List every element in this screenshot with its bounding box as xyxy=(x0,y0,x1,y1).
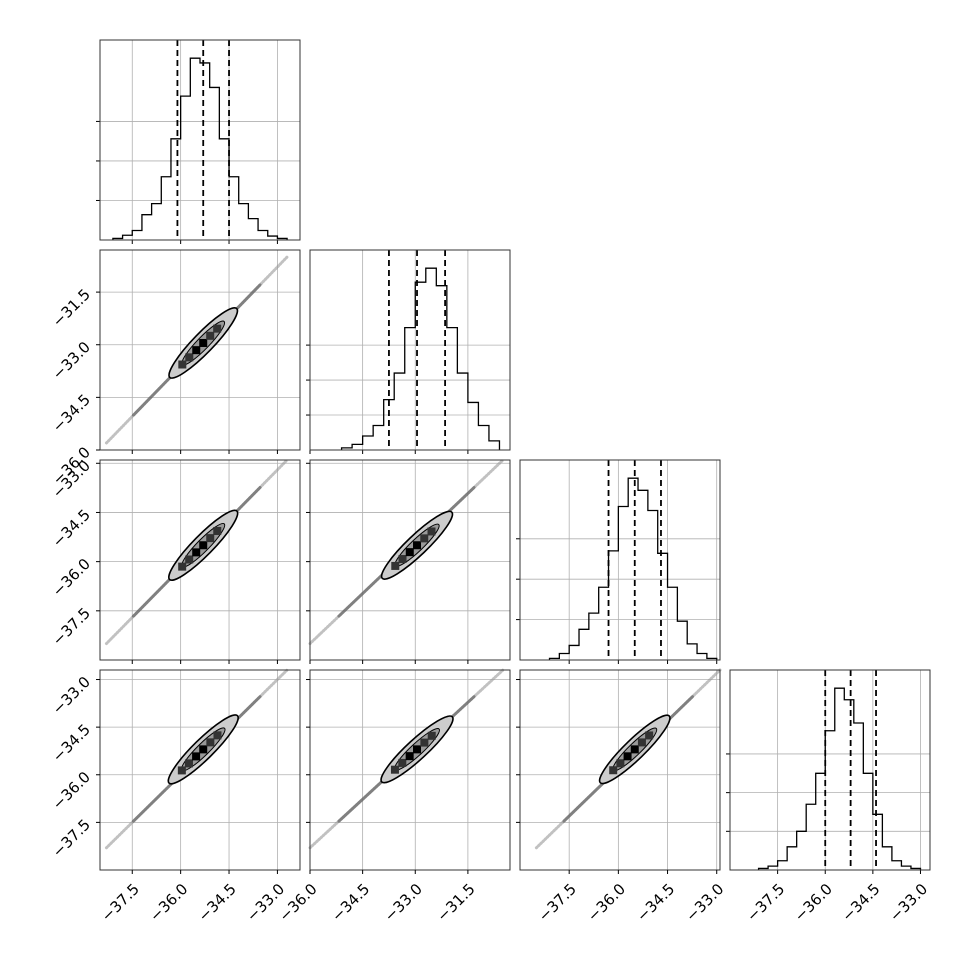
density-core-3 xyxy=(199,541,208,550)
density-core-3 xyxy=(630,745,639,754)
x-tick-label-3-2: −34.5 xyxy=(838,880,883,925)
density-core-4 xyxy=(206,331,215,340)
scatter-panel-3-0 xyxy=(96,668,301,874)
histogram-frame xyxy=(729,669,931,871)
density-core-2 xyxy=(192,548,201,557)
histogram-step xyxy=(757,687,922,870)
x-tick-label-0-0: −37.5 xyxy=(98,880,143,925)
density-core-5 xyxy=(427,731,436,740)
density-core-0 xyxy=(178,360,187,369)
scatter-panel-2-0 xyxy=(96,458,301,664)
scatter-panel-3-1 xyxy=(306,668,511,874)
density-core-4 xyxy=(206,738,215,747)
density-core-0 xyxy=(391,561,400,570)
histogram-frame xyxy=(309,249,511,451)
density-core-3 xyxy=(199,338,208,347)
density-core-1 xyxy=(185,555,194,564)
density-core-3 xyxy=(413,745,422,754)
x-tick-label-1-2: −33.0 xyxy=(381,880,426,925)
x-tick-label-1-1: −34.5 xyxy=(328,880,373,925)
density-core-0 xyxy=(178,562,187,571)
x-tick-label-2-0: −37.5 xyxy=(535,880,580,925)
x-tick-label-0-1: −36.0 xyxy=(146,880,191,925)
density-core-0 xyxy=(177,766,186,775)
histogram-step xyxy=(112,57,288,240)
histogram-frame xyxy=(99,39,301,241)
density-core-4 xyxy=(420,738,429,747)
histogram-frame xyxy=(519,459,721,661)
density-core-1 xyxy=(398,555,407,564)
density-core-5 xyxy=(213,324,222,333)
y-tick-label-3-2: −34.5 xyxy=(49,720,94,765)
scatter-panel-1-0 xyxy=(96,249,301,454)
y-tick-label-1-1: −34.5 xyxy=(49,391,94,436)
x-tick-label-1-0: −36.0 xyxy=(276,880,321,925)
scatter-frame xyxy=(99,669,301,871)
density-core-4 xyxy=(637,738,646,747)
density-core-5 xyxy=(427,527,436,536)
scatter-frame xyxy=(309,669,511,871)
density-core-0 xyxy=(390,765,399,774)
density-core-5 xyxy=(213,731,222,740)
density-core-2 xyxy=(405,548,414,557)
density-core-2 xyxy=(192,346,201,355)
density-core-1 xyxy=(398,758,407,767)
density-core-4 xyxy=(206,534,215,543)
histogram-step xyxy=(340,267,501,450)
scatter-frame xyxy=(99,249,301,451)
density-core-0 xyxy=(609,766,618,775)
x-tick-label-0-2: −34.5 xyxy=(195,880,240,925)
histogram-panel-0 xyxy=(96,39,301,244)
scatter-panel-3-2 xyxy=(516,668,722,874)
density-core-2 xyxy=(623,752,632,761)
density-core-1 xyxy=(185,353,194,362)
density-core-1 xyxy=(616,759,625,768)
y-tick-label-2-1: −36.0 xyxy=(49,555,94,600)
histogram-panel-2 xyxy=(516,459,721,664)
y-tick-label-3-3: −33.0 xyxy=(49,673,94,718)
y-tick-label-3-0: −37.5 xyxy=(49,816,94,861)
y-tick-label-2-0: −37.5 xyxy=(49,604,94,649)
density-core-2 xyxy=(192,752,201,761)
y-tick-label-1-3: −31.5 xyxy=(49,285,94,330)
scatter-frame xyxy=(99,459,301,661)
x-tick-label-1-3: −31.5 xyxy=(433,880,478,925)
histogram-panel-1 xyxy=(306,249,511,454)
scatter-frame xyxy=(309,459,511,661)
scatter-frame xyxy=(519,669,721,871)
y-tick-label-1-2: −33.0 xyxy=(49,338,94,383)
density-core-5 xyxy=(213,526,222,535)
density-core-3 xyxy=(413,541,422,550)
x-tick-label-3-3: −33.0 xyxy=(886,880,931,925)
x-tick-label-3-1: −36.0 xyxy=(791,880,836,925)
x-tick-label-2-3: −33.0 xyxy=(682,880,727,925)
density-core-1 xyxy=(184,759,193,768)
y-tick-label-3-1: −36.0 xyxy=(49,768,94,813)
histogram-panel-3 xyxy=(726,669,931,874)
x-tick-label-2-2: −34.5 xyxy=(633,880,678,925)
y-tick-label-2-2: −34.5 xyxy=(49,506,94,551)
scatter-panel-2-1 xyxy=(306,458,511,664)
density-core-5 xyxy=(645,731,654,740)
density-core-4 xyxy=(420,534,429,543)
x-tick-label-2-1: −36.0 xyxy=(584,880,629,925)
x-tick-label-3-0: −37.5 xyxy=(743,880,788,925)
density-core-2 xyxy=(405,752,414,761)
density-core-3 xyxy=(199,745,208,754)
histogram-step xyxy=(548,477,718,660)
